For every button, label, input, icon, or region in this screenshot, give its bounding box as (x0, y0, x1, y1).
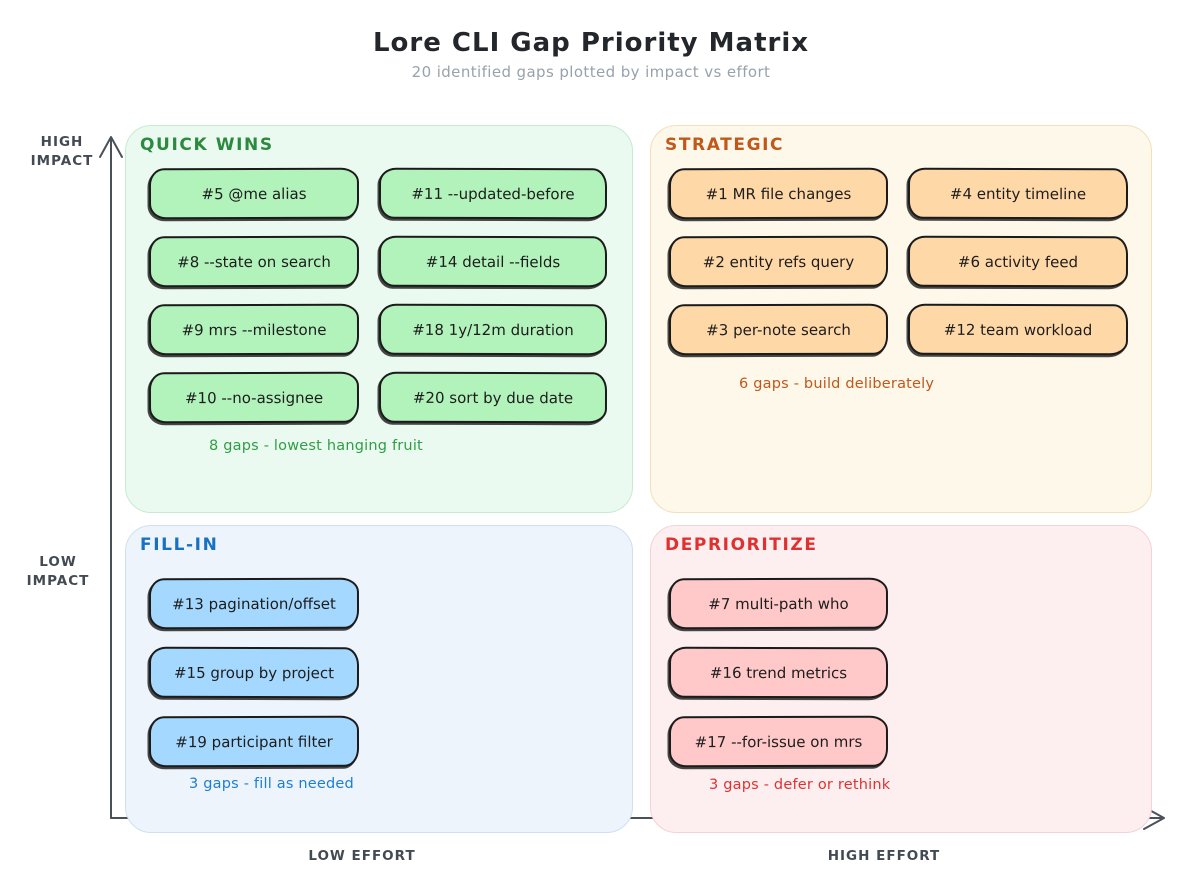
quadrant-quick-wins: QUICK WINS #5 @me alias #11 --updated-be… (125, 125, 633, 513)
gap-item-1: #1 MR file changes (668, 167, 889, 220)
gap-item-4: #4 entity timeline (907, 167, 1129, 220)
quadrant-deprioritize-summary: 3 gaps - defer or rethink (709, 777, 891, 793)
quick-wins-gap-list: #5 @me alias #11 --updated-before #8 --s… (148, 167, 608, 424)
quadrant-strategic-summary: 6 gaps - build deliberately (739, 376, 935, 392)
gap-item-18: #18 1y/12m duration (378, 303, 608, 356)
axis-label-low-effort: LOW EFFORT (308, 848, 416, 864)
gap-item-14: #14 detail --fields (378, 235, 608, 288)
quadrant-deprioritize-title: DEPRIORITIZE (665, 535, 818, 555)
gap-item-11: #11 --updated-before (378, 167, 608, 220)
gap-item-6: #6 activity feed (907, 235, 1129, 288)
deprioritize-gap-list: #7 multi-path who #16 trend metrics #17 … (668, 577, 889, 768)
gap-item-8: #8 --state on search (148, 235, 360, 288)
quadrant-fill-in: FILL-IN #13 pagination/offset #15 group … (125, 525, 633, 833)
gap-item-20: #20 sort by due date (378, 371, 608, 424)
axis-label-low-impact: LOW IMPACT (26, 554, 90, 589)
gap-item-12: #12 team workload (907, 303, 1129, 356)
quadrant-fill-in-summary: 3 gaps - fill as needed (189, 776, 354, 792)
axis-label-high-effort: HIGH EFFORT (827, 848, 941, 864)
gap-item-2: #2 entity refs query (668, 235, 889, 288)
quadrant-quick-wins-summary: 8 gaps - lowest hanging fruit (209, 438, 423, 454)
gap-item-17: #17 --for-issue on mrs (668, 715, 889, 768)
quadrant-strategic-title: STRATEGIC (665, 135, 785, 155)
quadrant-strategic: STRATEGIC #1 MR file changes #4 entity t… (650, 125, 1152, 513)
axis-label-high-impact: HIGH IMPACT (30, 134, 94, 169)
quadrant-quick-wins-title: QUICK WINS (140, 135, 274, 155)
gap-item-13: #13 pagination/offset (148, 577, 360, 630)
gap-item-16: #16 trend metrics (668, 646, 889, 699)
gap-item-10: #10 --no-assignee (148, 371, 360, 424)
gap-item-15: #15 group by project (148, 646, 360, 699)
fill-in-gap-list: #13 pagination/offset #15 group by proje… (148, 577, 360, 768)
quadrant-fill-in-title: FILL-IN (140, 535, 219, 555)
gap-item-7: #7 multi-path who (668, 577, 889, 630)
strategic-gap-list: #1 MR file changes #4 entity timeline #2… (668, 167, 1129, 356)
gap-item-9: #9 mrs --milestone (148, 303, 360, 356)
gap-item-5: #5 @me alias (148, 167, 360, 220)
page-title: Lore CLI Gap Priority Matrix (372, 28, 810, 58)
gap-item-3: #3 per-note search (668, 303, 889, 356)
quadrant-deprioritize: DEPRIORITIZE #7 multi-path who #16 trend… (650, 525, 1152, 833)
gap-item-19: #19 participant filter (148, 715, 360, 768)
page-subtitle: 20 identified gaps plotted by impact vs … (411, 63, 771, 81)
